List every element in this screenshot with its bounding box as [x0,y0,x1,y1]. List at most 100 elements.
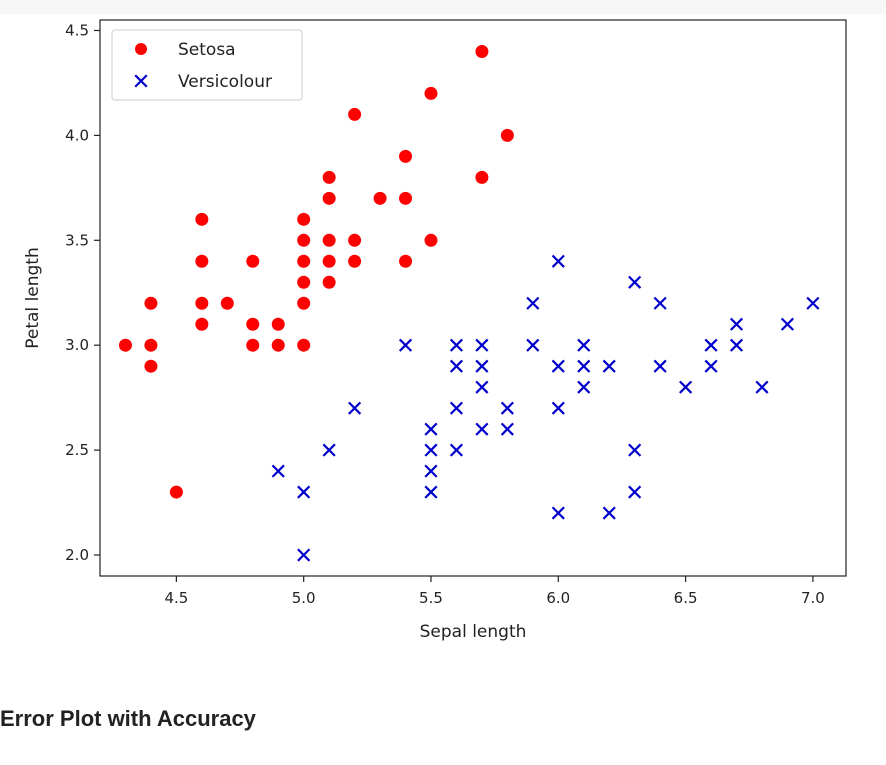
versicolour-point [348,401,362,415]
versicolour-point [577,338,591,352]
versicolour-point [449,338,464,352]
versicolour-point [729,338,744,352]
versicolour-point [628,275,642,289]
setosa-point [297,275,311,289]
setosa-point [195,317,209,331]
setosa-point [297,233,311,247]
section-heading: Error Plot with Accuracy [0,706,256,731]
setosa-point [475,170,489,184]
versicolour-point [271,464,285,478]
versicolour-point [551,401,565,415]
legend-versicolour-marker [134,74,148,88]
versicolour-point [500,401,514,415]
setosa-point [399,149,413,163]
versicolour-point [526,338,540,352]
versicolour-point [628,443,642,457]
versicolour-point [475,422,489,436]
y-tick-label: 2.0 [65,546,89,564]
versicolour-point [322,443,336,457]
versicolour-point [628,485,642,499]
setosa-point [348,107,362,121]
x-tick-label: 6.0 [546,589,570,607]
setosa-point [297,254,311,268]
versicolour-point [475,380,489,394]
versicolour-point [424,443,438,457]
y-tick-label: 4.0 [65,126,89,144]
setosa-point [373,191,387,205]
setosa-point [475,44,489,58]
setosa-point [144,359,158,373]
setosa-point [271,338,285,352]
setosa-point [348,254,362,268]
y-axis: 2.0 2.5 3.0 3.5 4.0 4.5 [65,21,100,564]
versicolour-point [780,317,794,331]
top-page-strip [0,0,886,14]
x-tick-label: 5.5 [419,589,443,607]
setosa-point [169,485,183,499]
versicolour-point [602,359,616,373]
y-axis-label: Petal length [23,247,43,349]
versicolour-point [602,506,616,520]
x-axis: 4.5 5.0 5.5 6.0 6.5 7.0 [164,576,825,607]
versicolour-point [526,296,540,310]
setosa-point [297,338,311,352]
setosa-point [348,233,362,247]
setosa-point [118,338,132,352]
versicolour-point [551,254,565,268]
versicolour-point [704,338,718,352]
versicolour-point [755,380,769,394]
setosa-point [424,233,438,247]
legend-box [111,29,303,101]
scatter-points [118,44,820,562]
versicolour-point [729,317,744,331]
setosa-point [500,128,514,142]
x-tick-label: 4.5 [164,589,188,607]
setosa-point [424,86,438,100]
setosa-point [297,212,311,226]
setosa-point [195,254,209,268]
y-tick-label: 3.0 [65,336,89,354]
versicolour-point [449,401,464,415]
versicolour-point [704,359,718,373]
versicolour-point [475,338,489,352]
versicolour-point [500,422,514,436]
plot-frame [99,19,847,577]
setosa-point [322,233,336,247]
setosa-point [322,254,336,268]
setosa-point [144,338,158,352]
setosa-point [271,317,285,331]
setosa-point [195,296,209,310]
versicolour-point [297,485,311,499]
versicolour-point [577,380,591,394]
versicolour-point [449,443,464,457]
legend: Setosa Versicolour [111,29,303,101]
y-tick-label: 4.5 [65,21,89,39]
x-tick-label: 7.0 [801,589,825,607]
versicolour-point [679,380,693,394]
x-tick-label: 5.0 [292,589,316,607]
legend-setosa-marker [135,43,147,55]
y-tick-label: 3.5 [65,231,89,249]
setosa-point [246,317,260,331]
setosa-point [322,275,336,289]
versicolour-point [653,359,667,373]
versicolour-point [424,422,438,436]
y-tick-label: 2.5 [65,441,89,459]
versicolour-point [449,359,464,373]
versicolour-point [577,359,591,373]
setosa-point [297,296,311,310]
versicolour-point [551,359,565,373]
setosa-point [220,296,234,310]
setosa-point [246,338,260,352]
versicolour-point [551,506,565,520]
versicolour-point [398,338,413,352]
versicolour-point [424,485,438,499]
versicolour-point [806,296,820,310]
setosa-point [399,254,413,268]
setosa-point [195,212,209,226]
setosa-point [246,254,260,268]
x-tick-label: 6.5 [674,589,698,607]
legend-versicolour-label: Versicolour [178,72,272,92]
setosa-point [399,191,413,205]
versicolour-point [424,464,438,478]
